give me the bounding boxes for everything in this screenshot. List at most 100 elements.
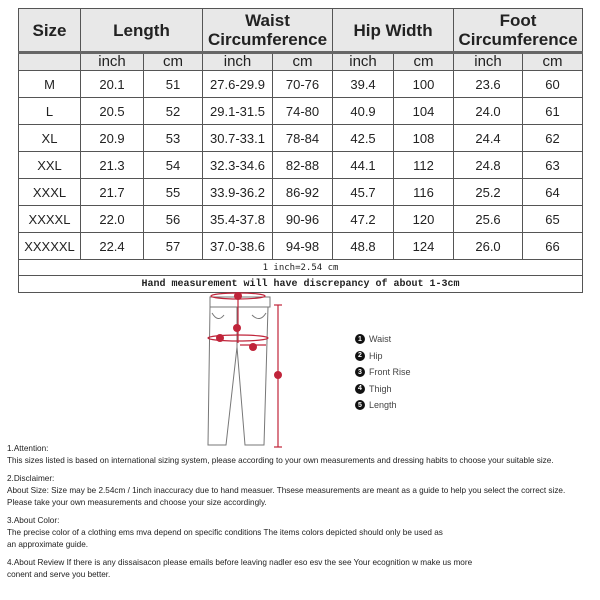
value-cell: 44.1 [332,151,395,179]
note-paragraph: 2.Disclaimer: About Size: Size may be 2.5… [7,473,565,509]
marker-2 [216,334,224,342]
value-cell: 82-88 [271,151,334,179]
value-cell: 23.6 [453,70,524,98]
note-line: About Size: Size may be 2.54cm / 1inch i… [7,486,566,495]
value-cell: 26.0 [453,232,524,260]
measurement-note: Hand measurement will have discrepancy o… [17,275,584,293]
note-line: Please take your own measurements and ch… [7,498,267,507]
value-cell: 29.1-31.5 [202,97,273,125]
value-cell: 35.4-37.8 [202,205,273,233]
note-line: an approximate guide. [7,540,89,549]
value-cell: 22.4 [80,232,144,260]
value-cell: 55 [143,178,203,206]
number-badge-icon: 2 [355,350,365,361]
value-cell: 25.6 [453,205,524,233]
unit-row: inch cm inch cm inch cm inch cm [18,52,584,71]
unit-cell: cm [393,52,455,71]
value-cell: 24.0 [453,97,524,125]
value-cell: 57 [143,232,203,260]
number-badge-icon: 3 [355,367,365,377]
value-cell: 63 [522,151,584,179]
legend-label: Length [369,400,397,410]
value-cell: 51 [143,70,203,98]
value-cell: 21.3 [80,151,144,179]
value-cell: 53 [143,124,203,152]
value-cell: 104 [393,97,455,125]
size-cell: M [18,70,81,98]
legend-item: 5 Length [355,400,397,410]
value-cell: 21.7 [80,178,144,206]
size-cell: XXXXL [18,205,81,233]
value-cell: 54 [143,151,203,179]
value-cell: 45.7 [332,178,395,206]
marker-3 [233,324,241,332]
table-row: XXXL 21.7 55 33.9-36.2 86-92 45.7 116 25.2 64 [18,178,584,206]
legend-label: Hip [369,350,383,361]
note-line: The precise color of a clothing ems mva … [7,528,443,537]
value-cell: 25.2 [453,178,524,206]
size-cell: XL [18,124,81,152]
value-cell: 116 [393,178,455,206]
size-cell: XXXL [18,178,81,206]
conversion-note: 1 inch=2.54 cm [17,259,584,276]
value-cell: 108 [393,124,455,152]
value-cell: 94-98 [271,232,334,260]
legend-item: 4 Thigh [355,383,392,394]
header-row: Size Length Waist Circumference Hip Widt… [18,8,584,54]
legend-label: Thigh [369,383,392,394]
value-cell: 100 [393,70,455,98]
note-paragraph: 1.Attention: This sizes listed is based o… [7,443,565,467]
legend-item: 3 Front Rise [355,367,411,377]
value-cell: 20.9 [80,124,144,152]
unit-cell: cm [271,52,334,71]
value-cell: 124 [393,232,455,260]
note-line: conent and serve you better. [7,570,111,579]
note-paragraph: 3.About Color: The precise color of a clo… [7,515,565,551]
note-title: 2.Disclaimer: [7,474,55,483]
notes-section: 1.Attention: This sizes listed is based o… [7,443,565,587]
value-cell: 37.0-38.6 [202,232,273,260]
unit-cell: cm [522,52,584,71]
marker-1 [234,292,242,300]
value-cell: 62 [522,124,584,152]
value-cell: 22.0 [80,205,144,233]
unit-cell: inch [202,52,273,71]
value-cell: 60 [522,70,584,98]
unit-blank [18,52,81,71]
value-cell: 120 [393,205,455,233]
legend-item: 2 Hip [355,350,383,361]
note-line: 4.About Review If there is any dissaisac… [7,558,473,567]
value-cell: 61 [522,97,584,125]
value-cell: 27.6-29.9 [202,70,273,98]
number-badge-icon: 4 [355,383,365,394]
size-chart-table: Size Length Waist Circumference Hip Widt… [17,8,584,293]
value-cell: 90-96 [271,205,334,233]
note-line: This sizes listed is based on internatio… [7,456,554,465]
unit-cell: inch [332,52,395,71]
value-cell: 52 [143,97,203,125]
note-paragraph: 4.About Review If there is any dissaisac… [7,557,565,581]
table-row: XXXXL 22.0 56 35.4-37.8 90-96 47.2 120 25.6 65 [18,205,584,233]
header-size: Size [18,8,81,54]
value-cell: 30.7-33.1 [202,124,273,152]
value-cell: 56 [143,205,203,233]
pants-diagram [207,292,282,448]
marker-5 [274,371,282,379]
unit-cell: inch [453,52,524,71]
size-cell: XXL [18,151,81,179]
value-cell: 64 [522,178,584,206]
table-row: XXL 21.3 54 32.3-34.6 82-88 44.1 112 24.8 63 [18,151,584,179]
value-cell: 48.8 [332,232,395,260]
size-cell: XXXXXL [18,232,81,260]
value-cell: 32.3-34.6 [202,151,273,179]
table-row: XXXXXL 22.4 57 37.0-38.6 94-98 48.8 124 26.0 66 [18,232,584,260]
header-foot: Foot Circumference [453,8,584,54]
value-cell: 112 [393,151,455,179]
number-badge-icon: 5 [355,400,365,410]
number-badge-icon: 1 [355,334,365,344]
value-cell: 66 [522,232,584,260]
size-cell: L [18,97,81,125]
value-cell: 70-76 [271,70,334,98]
header-hip: Hip Width [332,8,455,54]
value-cell: 42.5 [332,124,395,152]
